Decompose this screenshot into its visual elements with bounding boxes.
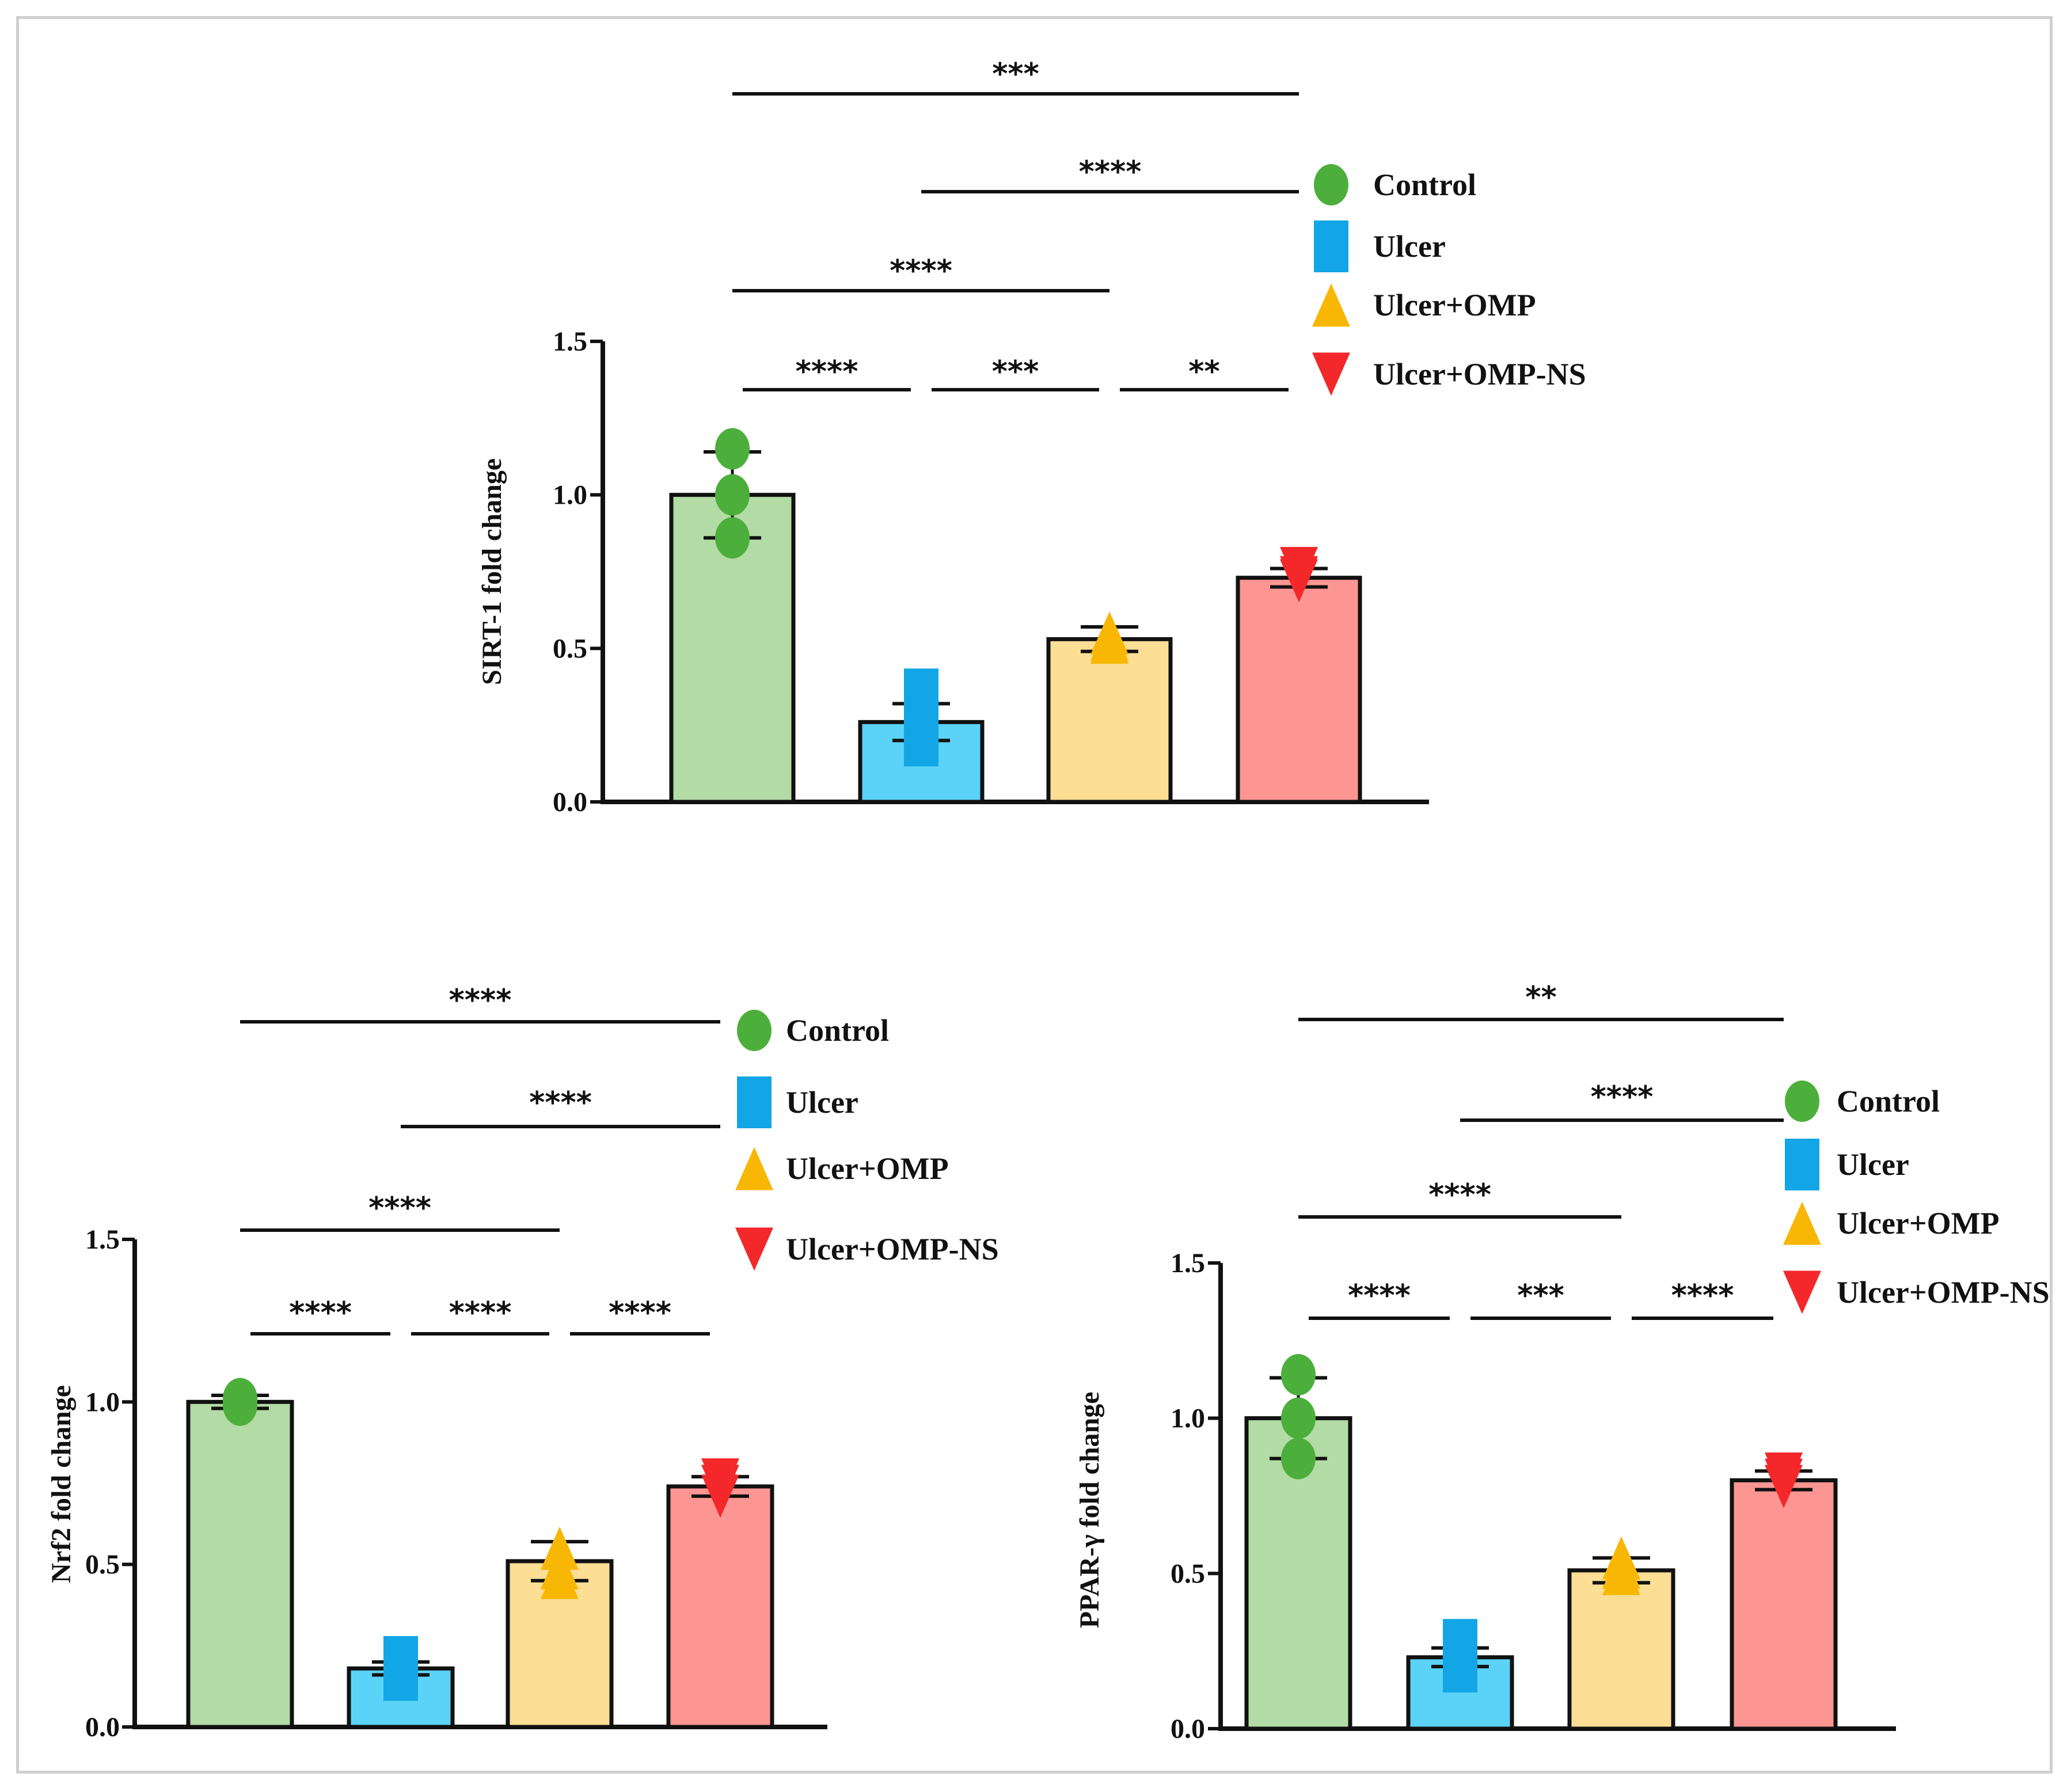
legend-label: Ulcer (1837, 1147, 1909, 1182)
significance-label: **** (609, 1296, 671, 1330)
y-axis-title: Nrf2 fold change (46, 1385, 77, 1583)
legend-marker-triangle-down (735, 1227, 773, 1271)
legend-label: Ulcer+OMP (786, 1151, 949, 1186)
legend-label: Control (1837, 1084, 1940, 1118)
y-tick-label: 1.5 (85, 1224, 120, 1255)
y-tick-label: 0.5 (553, 633, 587, 664)
nrf2-panel: 0.0 0.5 1.0 1.5 Nrf2 fold change **** **** ****… (46, 983, 999, 1742)
legend-marker-square (737, 1076, 772, 1128)
legend-marker-square (1314, 220, 1348, 272)
significance-label: *** (992, 57, 1039, 92)
data-point (1280, 559, 1318, 603)
y-tick-label: 1.5 (553, 326, 587, 357)
y-axis-title: PPAR-γ fold change (1074, 1392, 1105, 1629)
significance-label: **** (796, 355, 858, 389)
legend-label: Control (1373, 168, 1476, 202)
legend-label: Control (786, 1013, 889, 1048)
significance-label: *** (1517, 1279, 1564, 1313)
data-point (1281, 1354, 1316, 1396)
data-point (541, 1555, 579, 1599)
y-axis-title: SIRT-1 fold change (477, 458, 507, 685)
legend-marker-triangle-up (1312, 283, 1350, 327)
legend-marker-circle (1785, 1080, 1819, 1122)
y-tick-label: 1.0 (85, 1387, 120, 1417)
significance-label: **** (1671, 1279, 1734, 1313)
data-point (1443, 1641, 1477, 1693)
significance-label: **** (1591, 1080, 1654, 1114)
y-tick-label: 1.0 (1171, 1403, 1205, 1434)
legend-marker-square (1785, 1139, 1819, 1190)
data-point (1281, 1397, 1316, 1439)
legend-item-ulcer: Ulcer (1314, 220, 1446, 272)
legend-label: Ulcer+OMP-NS (1837, 1275, 2050, 1310)
y-tick-label: 0.0 (1171, 1714, 1205, 1744)
legend-item-ulcer-omp: Ulcer+OMP (1783, 1201, 2000, 1245)
y-tick-label: 0.5 (85, 1550, 120, 1580)
data-point (715, 474, 750, 516)
significance-label: **** (1079, 155, 1142, 189)
legend-label: Ulcer+OMP (1373, 288, 1536, 322)
significance-label: *** (992, 355, 1039, 389)
significance-label: **** (449, 1296, 512, 1330)
legend-label: Ulcer+OMP-NS (1373, 357, 1586, 391)
legend-item-control: Control (1785, 1080, 1940, 1122)
legend-item-ulcer: Ulcer (737, 1076, 858, 1128)
legend-label: Ulcer (786, 1085, 858, 1120)
data-point (904, 714, 938, 767)
data-point (223, 1384, 257, 1426)
significance-label: **** (890, 254, 952, 288)
legend-item-ulcer: Ulcer (1785, 1139, 1909, 1190)
data-point (715, 428, 750, 470)
data-point (1090, 621, 1128, 664)
significance-label: ** (1188, 355, 1219, 389)
y-tick-label: 0.0 (553, 787, 587, 817)
significance-label: **** (368, 1191, 431, 1226)
bar-ulcer-omp (1567, 1568, 1675, 1731)
bar-ulcer-omp-ns (666, 1484, 774, 1729)
figure-frame (16, 16, 2053, 1774)
data-point (383, 1649, 418, 1701)
legend-item-ulcer-omp: Ulcer+OMP (735, 1147, 949, 1190)
bar-ulcer-omp-ns (1730, 1478, 1838, 1731)
y-tick-label: 1.0 (553, 480, 587, 511)
legend-label: Ulcer (1373, 229, 1446, 264)
significance-label: **** (1348, 1279, 1411, 1313)
y-tick-label: 0.0 (85, 1712, 120, 1742)
legend-marker-triangle-up (1783, 1201, 1821, 1245)
legend-item-ulcer-omp-ns: Ulcer+OMP-NS (735, 1227, 999, 1271)
legend-marker-circle (1314, 164, 1348, 206)
data-point (715, 517, 750, 559)
legend-item-control: Control (737, 1010, 889, 1051)
significance-label: **** (1428, 1178, 1491, 1212)
significance-label: ** (1525, 980, 1556, 1015)
y-tick-label: 0.5 (1171, 1558, 1205, 1589)
legend-marker-triangle-down (1312, 352, 1350, 396)
legend-item-control: Control (1314, 164, 1476, 206)
bar-ulcer-omp-ns (1236, 576, 1362, 804)
data-point (1765, 1464, 1803, 1508)
significance-label: **** (289, 1296, 352, 1330)
y-tick-label: 1.5 (1171, 1248, 1205, 1279)
legend-item-ulcer-omp-ns: Ulcer+OMP-NS (1312, 352, 1586, 396)
legend-item-ulcer-omp-ns: Ulcer+OMP-NS (1783, 1270, 2050, 1314)
legend-item-ulcer-omp: Ulcer+OMP (1312, 283, 1536, 327)
significance-label: **** (449, 983, 512, 1018)
legend-marker-triangle-down (1783, 1270, 1821, 1314)
legend-marker-circle (737, 1010, 772, 1051)
significance-label: **** (529, 1086, 592, 1120)
legend-label: Ulcer+OMP (1837, 1206, 2000, 1241)
data-point (701, 1474, 739, 1518)
bar-control (186, 1399, 294, 1729)
data-point (1281, 1437, 1316, 1479)
legend-label: Ulcer+OMP-NS (786, 1232, 999, 1266)
data-point (1602, 1551, 1640, 1595)
legend-marker-triangle-up (735, 1147, 773, 1190)
